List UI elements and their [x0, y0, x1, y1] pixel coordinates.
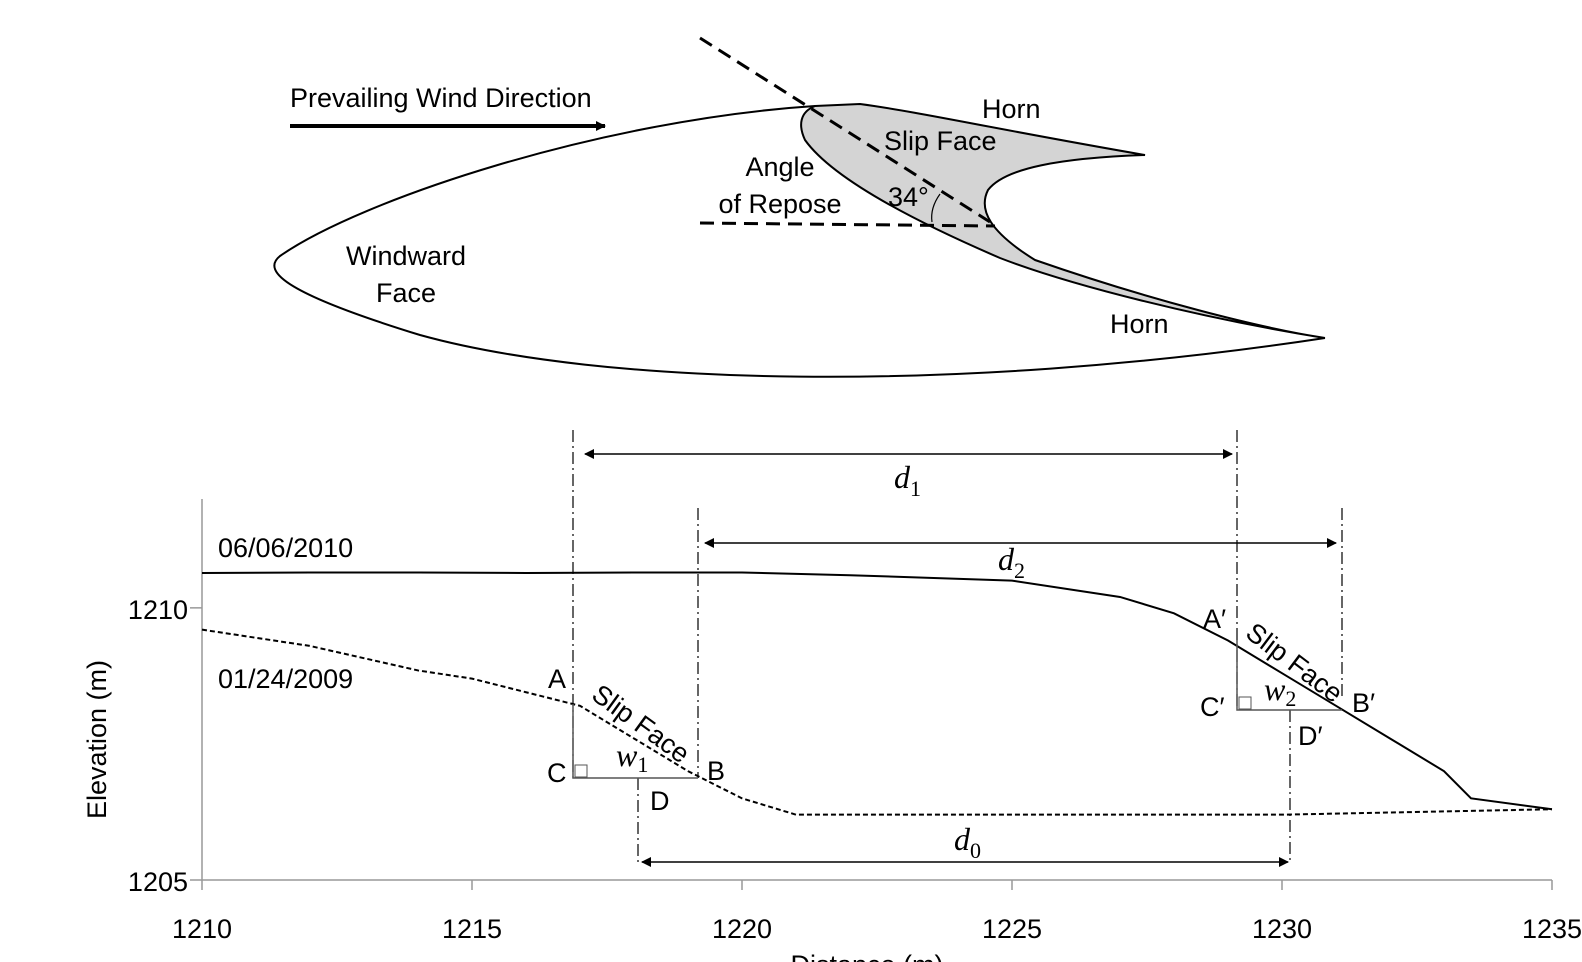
right-angle [575, 765, 587, 777]
point-label: C′ [1200, 692, 1225, 722]
series-label: 01/24/2009 [218, 664, 353, 694]
series-line [202, 572, 1552, 809]
symbol: w [616, 737, 638, 773]
y-axis-title: Elevation (m) [82, 660, 112, 819]
subscript: 1 [910, 476, 921, 501]
x-tick-label: 1230 [1252, 914, 1312, 944]
point-label: A [548, 664, 566, 694]
annotations: A B C D A′ B′ C′ D′ Slip Face Slip Face … [547, 430, 1375, 863]
angle-label: Angle [745, 152, 814, 182]
series-line [202, 630, 1552, 815]
x-axis-title: Distance (m) [790, 950, 943, 962]
point-label: D′ [1298, 721, 1323, 751]
point-label: D [650, 786, 670, 816]
x-tick-label: 1220 [712, 914, 772, 944]
point-label: A′ [1203, 604, 1226, 634]
angle-value: 34° [888, 182, 929, 212]
x-tick-label: 1210 [172, 914, 232, 944]
series-label: 06/06/2010 [218, 533, 353, 563]
symbol: d [894, 459, 911, 495]
subscript: 0 [970, 838, 981, 863]
wind-label: Prevailing Wind Direction [290, 83, 592, 113]
windward-label: Face [376, 278, 436, 308]
distance-label: d0 [954, 821, 981, 863]
y-tick-label: 1205 [128, 867, 188, 897]
slip-face-label: Slip Face [884, 126, 997, 156]
symbol: d [954, 821, 971, 857]
horn-label: Horn [982, 94, 1041, 124]
y-tick-label: 1210 [128, 595, 188, 625]
point-label: B [707, 756, 725, 786]
subscript: 2 [1014, 558, 1025, 583]
right-angle [1239, 697, 1251, 709]
dune-diagram: Prevailing Wind Direction Horn Horn Slip… [274, 38, 1325, 377]
figure: Prevailing Wind Direction Horn Horn Slip… [0, 0, 1582, 962]
angle-label: of Repose [718, 189, 841, 219]
x-tick-label: 1215 [442, 914, 502, 944]
x-tick-label: 1225 [982, 914, 1042, 944]
point-label: B′ [1352, 688, 1375, 718]
subscript: 2 [1285, 686, 1296, 711]
subscript: 1 [637, 752, 648, 777]
distance-label: d2 [998, 541, 1025, 583]
distance-label: d1 [894, 459, 921, 501]
horn-label: Horn [1110, 309, 1169, 339]
x-tick-label: 1235 [1522, 914, 1582, 944]
symbol: w [1264, 671, 1286, 707]
point-label: C [547, 758, 567, 788]
windward-label: Windward [346, 241, 466, 271]
slip-face-area [801, 104, 1325, 338]
symbol: d [998, 541, 1015, 577]
